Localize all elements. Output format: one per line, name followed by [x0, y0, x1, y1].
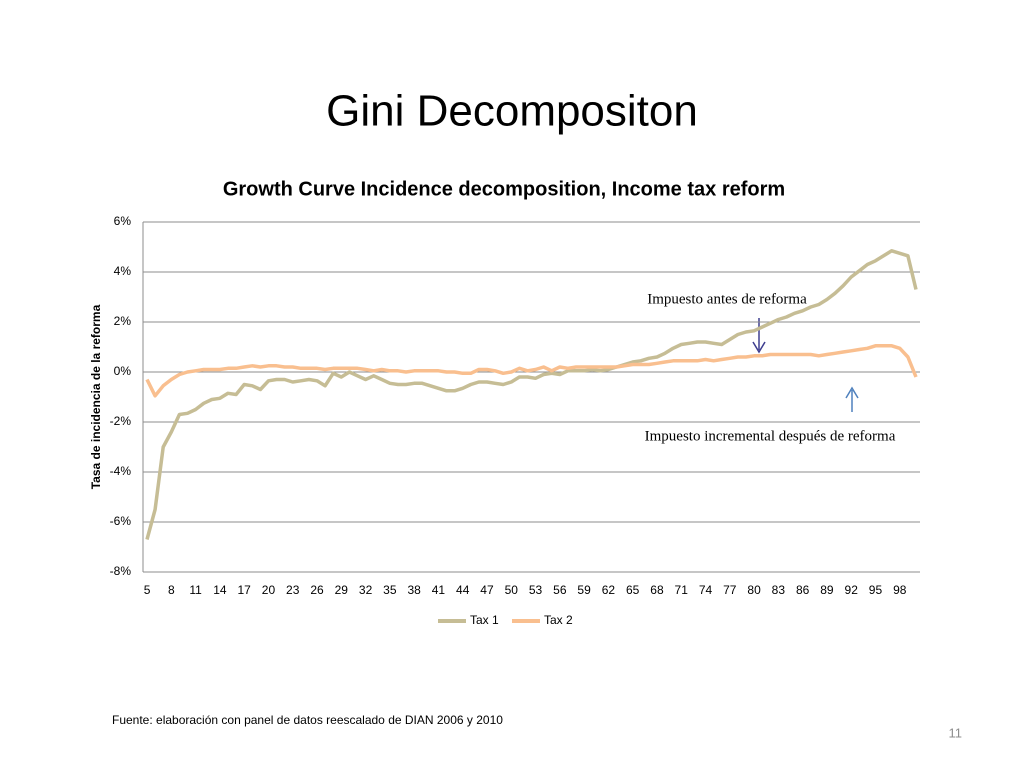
x-tick-label: 74 — [699, 583, 713, 597]
legend-label: Tax 2 — [544, 613, 573, 627]
x-tick-label: 26 — [310, 583, 324, 597]
x-tick-label: 98 — [893, 583, 907, 597]
x-tick-label: 95 — [869, 583, 883, 597]
x-tick-label: 53 — [529, 583, 543, 597]
x-tick-label: 77 — [723, 583, 737, 597]
x-tick-label: 20 — [262, 583, 276, 597]
page-number: 11 — [949, 725, 963, 740]
x-tick-label: 56 — [553, 583, 567, 597]
x-tick-label: 59 — [577, 583, 591, 597]
x-tick-label: 47 — [480, 583, 494, 597]
x-tick-label: 5 — [144, 583, 151, 597]
y-axis-title: Tasa de incidencia de la reforma — [89, 304, 103, 489]
legend-label: Tax 1 — [470, 613, 499, 627]
x-tick-label: 86 — [796, 583, 810, 597]
x-tick-label: 71 — [675, 583, 689, 597]
y-tick-label: 2% — [114, 314, 132, 328]
x-tick-label: 50 — [505, 583, 519, 597]
x-tick-label: 89 — [820, 583, 834, 597]
y-tick-label: -2% — [110, 414, 132, 428]
x-tick-label: 83 — [772, 583, 786, 597]
x-tick-label: 68 — [650, 583, 664, 597]
annotation: Impuesto incremental después de reforma — [645, 428, 896, 444]
x-tick-label: 11 — [189, 583, 202, 597]
x-tick-label: 8 — [168, 583, 175, 597]
y-tick-label: 6% — [114, 214, 132, 228]
x-tick-label: 35 — [383, 583, 397, 597]
x-tick-label: 14 — [213, 583, 227, 597]
x-tick-label: 80 — [747, 583, 761, 597]
y-tick-label: 4% — [114, 264, 132, 278]
line-series — [145, 344, 918, 398]
x-tick-label: 32 — [359, 583, 373, 597]
x-tick-label: 41 — [432, 583, 446, 597]
y-tick-label: -4% — [110, 464, 132, 478]
x-tick-label: 17 — [237, 583, 251, 597]
x-tick-label: 65 — [626, 583, 640, 597]
y-tick-label: -8% — [110, 564, 132, 578]
annotation: Impuesto antes de reforma — [647, 291, 807, 307]
x-tick-label: 38 — [407, 583, 421, 597]
y-tick-label: -6% — [110, 514, 132, 528]
x-tick-label: 23 — [286, 583, 300, 597]
slide-title: Gini Decompositon — [326, 87, 698, 136]
y-tick-label: 0% — [114, 364, 132, 378]
chart-title: Growth Curve Incidence decomposition, In… — [223, 178, 785, 200]
x-tick-label: 92 — [845, 583, 859, 597]
line-series — [145, 249, 918, 540]
arrow-head — [845, 386, 859, 399]
x-tick-label: 44 — [456, 583, 470, 597]
arrow-head — [752, 341, 766, 354]
source-note: Fuente: elaboración con panel de datos r… — [112, 713, 503, 727]
x-tick-label: 29 — [335, 583, 349, 597]
x-tick-label: 62 — [602, 583, 616, 597]
